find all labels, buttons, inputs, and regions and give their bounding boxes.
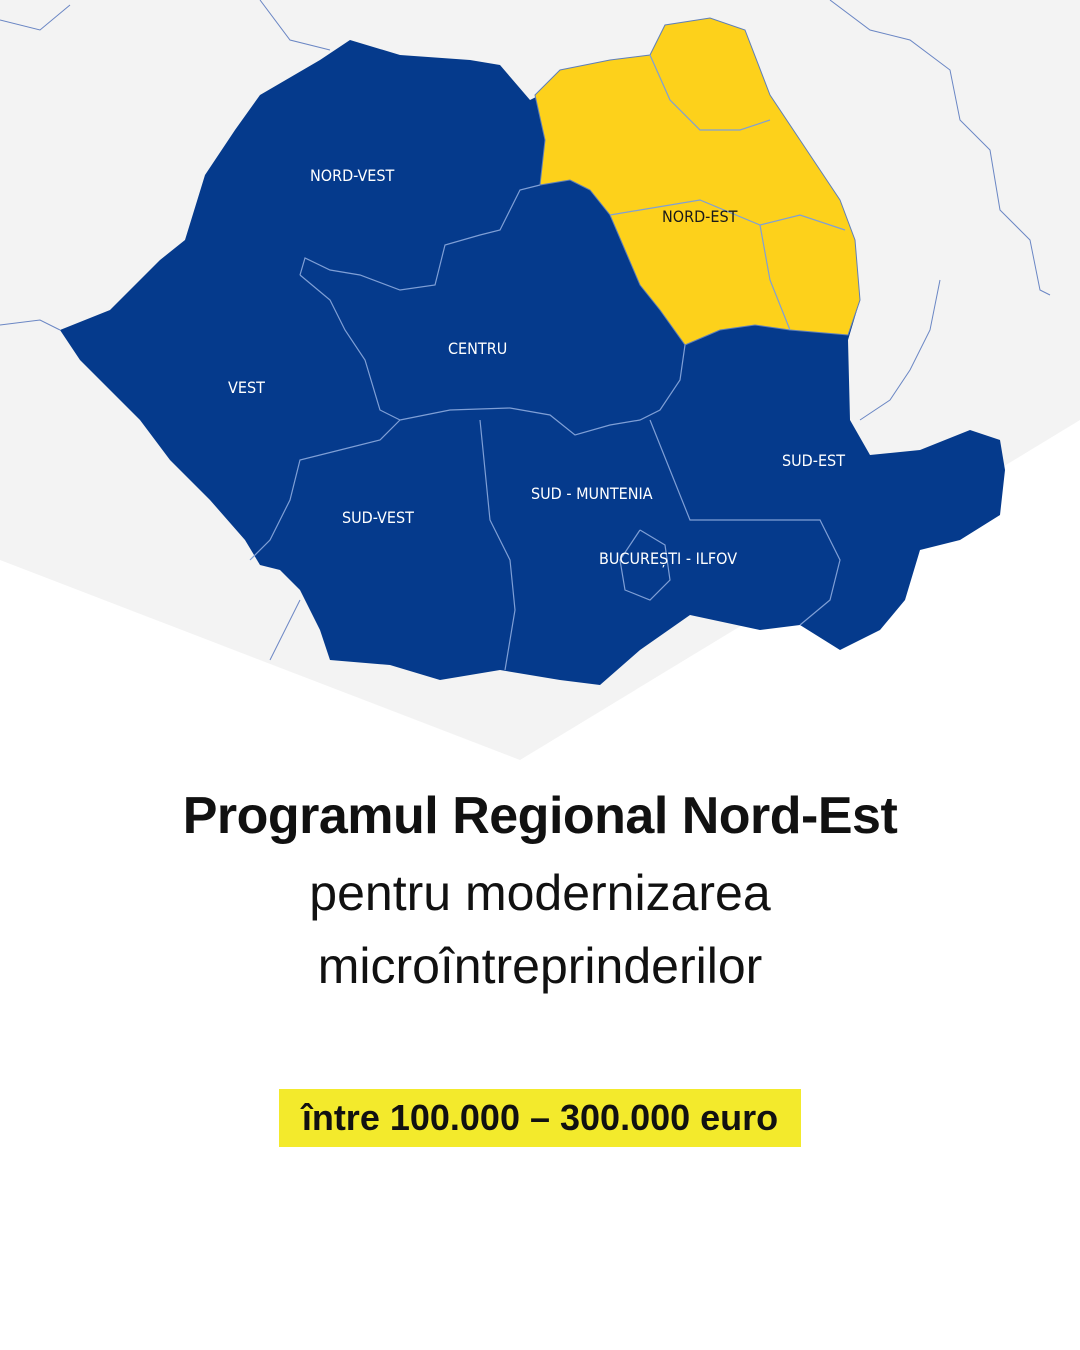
heading-subtitle-line1: pentru modernizarea <box>309 865 771 921</box>
heading-subtitle-line2: microîntreprinderilor <box>317 938 763 994</box>
region-label-nord-est: NORD-EST <box>662 207 738 226</box>
region-borders <box>249 54 846 671</box>
region-label-vest: VEST <box>228 378 265 397</box>
region-label-sud-vest: SUD-VEST <box>342 508 414 527</box>
region-label-sud-muntenia: SUD - MUNTENIA <box>531 484 653 503</box>
neighbor-border <box>859 279 941 421</box>
region-label-nord-vest: NORD-VEST <box>310 166 395 185</box>
region-label-centru: CENTRU <box>448 339 507 358</box>
heading-title: Programul Regional Nord-Est <box>182 787 898 845</box>
region-label-bucuresti-ilfov: BUCUREȘTI - ILFOV <box>599 549 737 568</box>
neighbor-border <box>259 0 331 51</box>
romania-regions-map: NORD-VEST NORD-EST CENTRU VEST SUD-EST S… <box>0 0 1080 760</box>
neighbor-border <box>0 4 71 31</box>
funding-range-text: între 100.000 – 300.000 euro <box>301 1097 779 1138</box>
neighbor-border <box>0 319 61 331</box>
region-label-sud-est: SUD-EST <box>782 451 845 470</box>
funding-range-badge: între 100.000 – 300.000 euro <box>279 1089 801 1147</box>
neighbor-border <box>269 599 301 661</box>
region-nord-est <box>534 17 861 346</box>
neighbor-border <box>829 0 1051 296</box>
